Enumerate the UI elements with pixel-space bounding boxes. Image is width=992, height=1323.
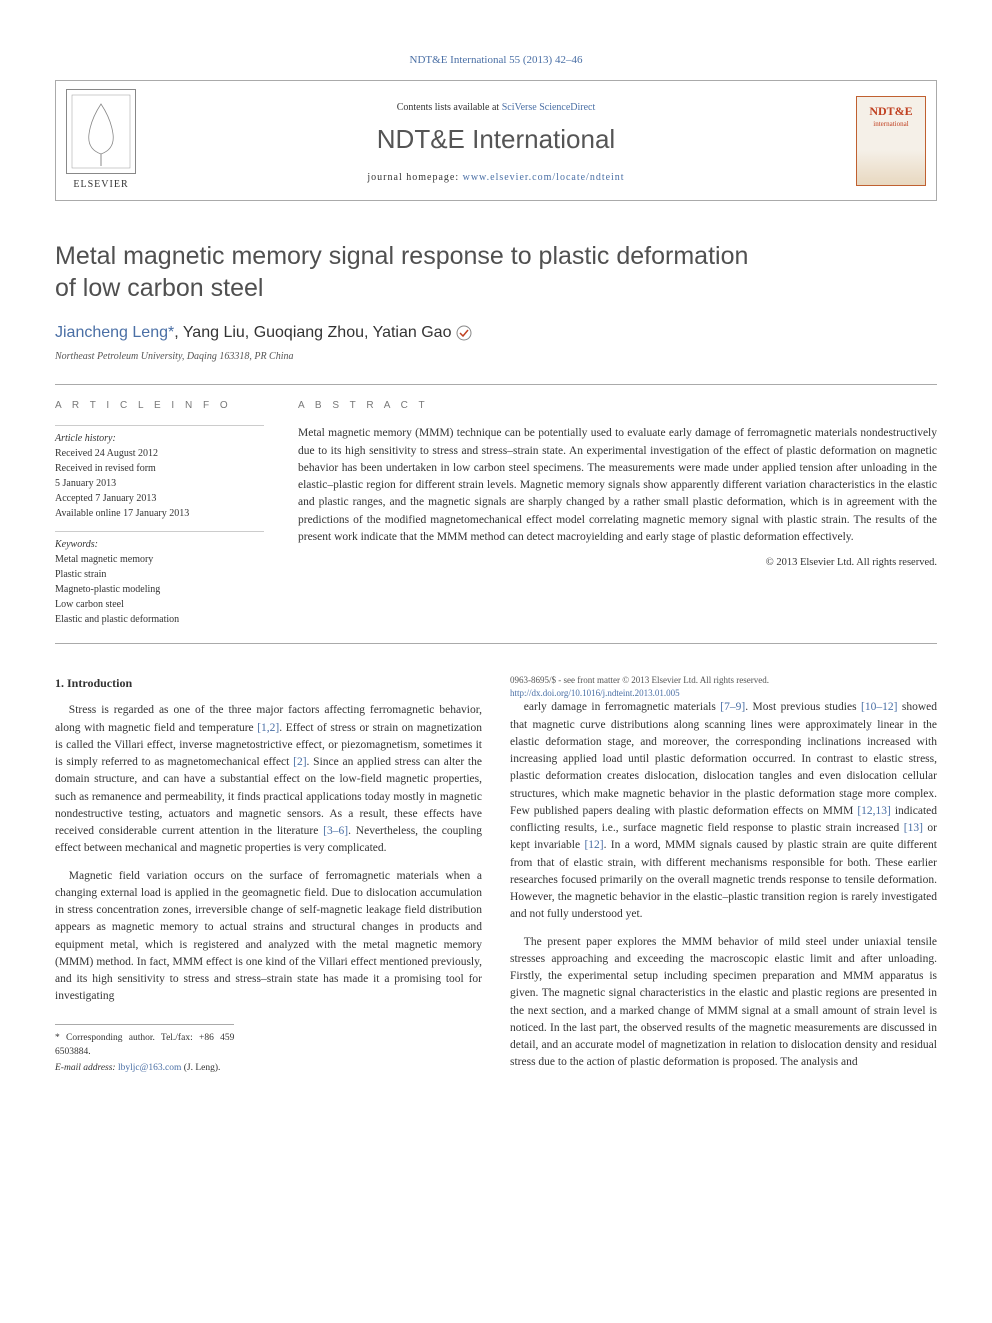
doi-link[interactable]: http://dx.doi.org/10.1016/j.ndteint.2013…: [510, 687, 937, 700]
keyword: Plastic strain: [55, 567, 264, 582]
homepage-link[interactable]: www.elsevier.com/locate/ndteint: [463, 172, 625, 183]
paragraph-4: The present paper explores the MMM behav…: [510, 934, 937, 1072]
contents-prefix: Contents lists available at: [397, 102, 502, 113]
article-history-label: Article history:: [55, 425, 264, 446]
homepage-prefix: journal homepage:: [367, 172, 462, 183]
keywords-list: Metal magnetic memory Plastic strain Mag…: [55, 552, 264, 627]
keywords-label: Keywords:: [55, 538, 264, 552]
paragraph-2: Magnetic field variation occurs on the s…: [55, 868, 482, 1006]
p3-f: . In a word, MMM signals caused by plast…: [510, 839, 937, 920]
title-line-1: Metal magnetic memory signal response to…: [55, 242, 748, 270]
body-two-column: 1. Introduction Stress is regarded as on…: [55, 674, 937, 1085]
bottom-meta: 0963-8695/$ - see front matter © 2013 El…: [510, 674, 937, 699]
p3-a: early damage in ferromagnetic materials: [524, 701, 720, 713]
history-line: Accepted 7 January 2013: [55, 491, 264, 506]
affiliation: Northeast Petroleum University, Daqing 1…: [55, 350, 937, 364]
history-line: 5 January 2013: [55, 476, 264, 491]
email-link[interactable]: lbyljc@163.com: [118, 1063, 181, 1073]
info-abstract-row: A R T I C L E I N F O Article history: R…: [55, 384, 937, 644]
article-title-block: Metal magnetic memory signal response to…: [55, 241, 937, 364]
keyword: Elastic and plastic deformation: [55, 612, 264, 627]
ref-link[interactable]: [3–6]: [323, 825, 348, 837]
ref-link[interactable]: [10–12]: [861, 701, 897, 713]
abstract-body: Metal magnetic memory (MMM) technique ca…: [298, 425, 937, 546]
elsevier-tree-icon: [66, 89, 136, 174]
history-line: Received 24 August 2012: [55, 446, 264, 461]
elsevier-label: ELSEVIER: [73, 178, 128, 192]
keywords-block: Keywords: Metal magnetic memory Plastic …: [55, 531, 264, 627]
keyword: Magneto-plastic modeling: [55, 582, 264, 597]
abstract-heading: A B S T R A C T: [298, 399, 937, 413]
abstract-col: A B S T R A C T Metal magnetic memory (M…: [280, 399, 937, 627]
keyword: Metal magnetic memory: [55, 552, 264, 567]
cover-subtitle: international: [873, 120, 908, 130]
history-line: Available online 17 January 2013: [55, 506, 264, 521]
abstract-copyright: © 2013 Elsevier Ltd. All rights reserved…: [298, 556, 937, 571]
paragraph-1: Stress is regarded as one of the three m…: [55, 702, 482, 857]
journal-name: NDT&E International: [377, 121, 615, 157]
p3-c: showed that magnetic curve distributions…: [510, 701, 937, 817]
email-suffix: (J. Leng).: [181, 1063, 220, 1073]
keyword: Low carbon steel: [55, 597, 264, 612]
email-footnote: E-mail address: lbyljc@163.com (J. Leng)…: [55, 1061, 234, 1075]
article-info-heading: A R T I C L E I N F O: [55, 399, 264, 413]
article-history-lines: Received 24 August 2012 Received in revi…: [55, 446, 264, 521]
article-info-col: A R T I C L E I N F O Article history: R…: [55, 399, 280, 627]
journal-reference-top: NDT&E International 55 (2013) 42–46: [55, 50, 937, 68]
contents-line: Contents lists available at SciVerse Sci…: [397, 97, 596, 115]
crossmark-icon[interactable]: [456, 325, 472, 341]
ndte-cover-icon: NDT&E international: [856, 96, 926, 186]
issn-line: 0963-8695/$ - see front matter © 2013 El…: [510, 674, 937, 687]
section-1-heading: 1. Introduction: [55, 674, 482, 692]
journal-cover-thumb: NDT&E international: [846, 81, 936, 200]
ref-link[interactable]: [7–9]: [720, 701, 745, 713]
other-authors: , Yang Liu, Guoqiang Zhou, Yatian Gao: [174, 324, 451, 341]
article-title: Metal magnetic memory signal response to…: [55, 241, 937, 304]
ref-link[interactable]: [1,2]: [257, 722, 279, 734]
history-line: Received in revised form: [55, 461, 264, 476]
elsevier-logo-block: ELSEVIER: [56, 81, 146, 200]
ref-link[interactable]: [12]: [584, 839, 603, 851]
header-center: Contents lists available at SciVerse Sci…: [146, 81, 846, 200]
journal-ref-text[interactable]: NDT&E International 55 (2013) 42–46: [410, 54, 583, 66]
author-list: Jiancheng Leng*, Yang Liu, Guoqiang Zhou…: [55, 322, 937, 344]
email-label: E-mail address:: [55, 1063, 118, 1073]
paragraph-3: early damage in ferromagnetic materials …: [510, 699, 937, 923]
ref-link[interactable]: [2]: [293, 756, 306, 768]
p3-b: . Most previous studies: [745, 701, 861, 713]
corr-author-footnote: * Corresponding author. Tel./fax: +86 45…: [55, 1031, 234, 1060]
sciencedirect-link[interactable]: SciVerse ScienceDirect: [502, 102, 596, 113]
cover-title: NDT&E: [869, 103, 912, 120]
homepage-line: journal homepage: www.elsevier.com/locat…: [367, 167, 624, 185]
corresponding-author[interactable]: Jiancheng Leng: [55, 324, 168, 341]
title-line-2: of low carbon steel: [55, 274, 263, 302]
footnote-block: * Corresponding author. Tel./fax: +86 45…: [55, 1024, 234, 1076]
journal-header: ELSEVIER Contents lists available at Sci…: [55, 80, 937, 201]
ref-link[interactable]: [12,13]: [857, 805, 891, 817]
ref-link[interactable]: [13]: [904, 822, 923, 834]
